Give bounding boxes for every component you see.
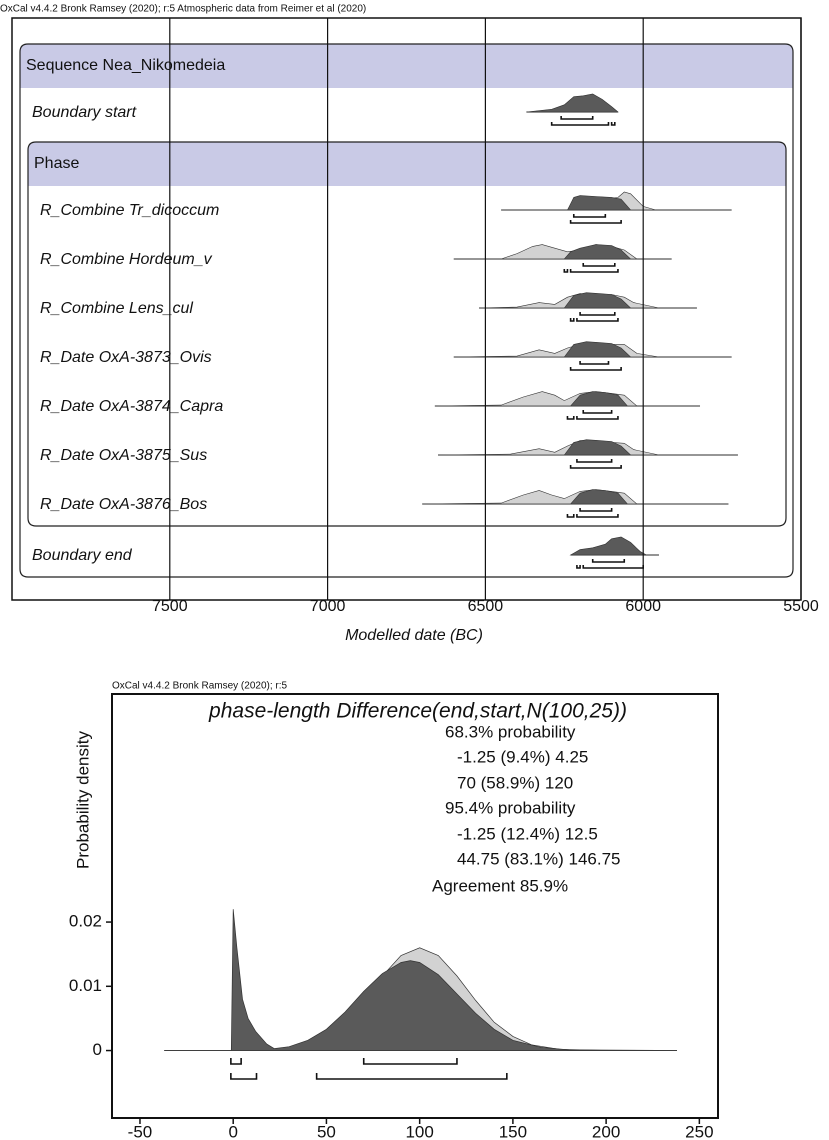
x-tick-label: 6500 xyxy=(468,598,504,615)
hpd-bracket xyxy=(576,459,613,463)
row-label: Boundary start xyxy=(32,104,137,121)
hpd-bracket xyxy=(576,514,619,518)
posterior-curve xyxy=(422,489,729,505)
x-tick-label: 6000 xyxy=(625,598,661,615)
group-band xyxy=(28,142,786,186)
group-label: Sequence Nea_Nikomedeia xyxy=(26,57,225,74)
x-tick-label: 5500 xyxy=(783,598,819,615)
group-label: Phase xyxy=(34,155,79,172)
chart-title: phase-length Difference(end,start,N(100,… xyxy=(208,700,627,723)
hpd-bracket xyxy=(579,508,613,512)
hpd-bracket xyxy=(566,514,575,518)
plot-frame xyxy=(11,17,802,601)
x-tick-label: 100 xyxy=(405,1122,433,1140)
hpd-bracket xyxy=(230,1073,258,1080)
x-axis-title: Modelled date (BC) xyxy=(345,627,483,644)
x-tick-label: -50 xyxy=(128,1122,153,1140)
hpd-bracket xyxy=(315,1073,508,1080)
posterior-curve xyxy=(434,391,700,407)
x-tick-label: 200 xyxy=(592,1122,620,1140)
hpd-bracket xyxy=(230,1058,242,1065)
hpd-bracket xyxy=(579,361,610,365)
annotation: 95.4% probability xyxy=(445,798,576,817)
group-band xyxy=(20,44,793,88)
header: OxCal v4.4.2 Bronk Ramsey (2020); r:5 At… xyxy=(0,4,366,15)
hpd-bracket xyxy=(579,312,616,316)
annotation: 68.3% probability xyxy=(445,722,576,741)
hpd-bracket xyxy=(569,269,619,273)
hpd-bracket xyxy=(569,318,575,322)
row-label: R_Date OxA-3875_Sus xyxy=(40,447,207,464)
posterior-curve xyxy=(569,536,659,556)
annotation: -1.25 (12.4%) 12.5 xyxy=(457,824,598,843)
hpd-bracket xyxy=(569,465,622,469)
y-axis-title: Probability density xyxy=(73,731,92,869)
row-label: R_Date OxA-3876_Bos xyxy=(40,496,207,513)
row-label: R_Combine Tr_dicoccum xyxy=(40,202,219,219)
hpd-bracket xyxy=(576,318,619,322)
hpd-bracket xyxy=(610,122,616,126)
row-label: Boundary end xyxy=(32,547,133,564)
y-tick-label: 0 xyxy=(93,1040,102,1059)
hpd-bracket xyxy=(550,122,610,126)
annotation: 70 (58.9%) 120 xyxy=(457,773,573,792)
hpd-bracket xyxy=(591,559,626,563)
hpd-bracket xyxy=(566,416,575,420)
annotation: 44.75 (83.1%) 146.75 xyxy=(457,849,621,868)
posterior-curve xyxy=(453,244,672,260)
annotation: -1.25 (9.4%) 4.25 xyxy=(457,747,588,766)
y-tick-label: 0.02 xyxy=(69,912,102,931)
x-tick-label: 0 xyxy=(228,1122,237,1140)
posterior-curve xyxy=(164,909,678,1051)
posterior-curve xyxy=(526,93,619,113)
plot-frame xyxy=(111,693,719,1119)
posterior-curve xyxy=(501,195,732,211)
hpd-bracket xyxy=(569,220,622,224)
row-label: R_Date OxA-3874_Capra xyxy=(40,398,223,415)
row-label: R_Date OxA-3873_Ovis xyxy=(40,349,212,366)
posterior-curve xyxy=(453,341,732,358)
x-tick-label: 7000 xyxy=(310,598,346,615)
hpd-bracket xyxy=(582,410,613,414)
annotation: Agreement 85.9% xyxy=(432,876,568,895)
x-tick-label: 150 xyxy=(499,1122,527,1140)
x-tick-label: 250 xyxy=(685,1122,713,1140)
y-tick-label: 0.01 xyxy=(69,976,102,995)
hpd-bracket xyxy=(582,263,616,267)
x-tick-label: 7500 xyxy=(152,598,188,615)
group-box xyxy=(27,141,787,527)
posterior-curve xyxy=(479,292,697,309)
posterior-curve xyxy=(438,439,738,456)
hpd-bracket xyxy=(563,269,569,273)
row-label: R_Combine Lens_cul xyxy=(40,300,193,317)
header: OxCal v4.4.2 Bronk Ramsey (2020); r:5 xyxy=(112,681,288,692)
x-tick-label: 50 xyxy=(317,1122,336,1140)
group-box xyxy=(19,43,794,578)
row-label: R_Combine Hordeum_v xyxy=(40,251,213,268)
hpd-bracket xyxy=(560,116,594,120)
hpd-bracket xyxy=(576,565,581,569)
hpd-bracket xyxy=(362,1058,458,1065)
hpd-bracket xyxy=(572,214,607,218)
hpd-bracket xyxy=(576,416,619,420)
hpd-bracket xyxy=(569,367,622,371)
